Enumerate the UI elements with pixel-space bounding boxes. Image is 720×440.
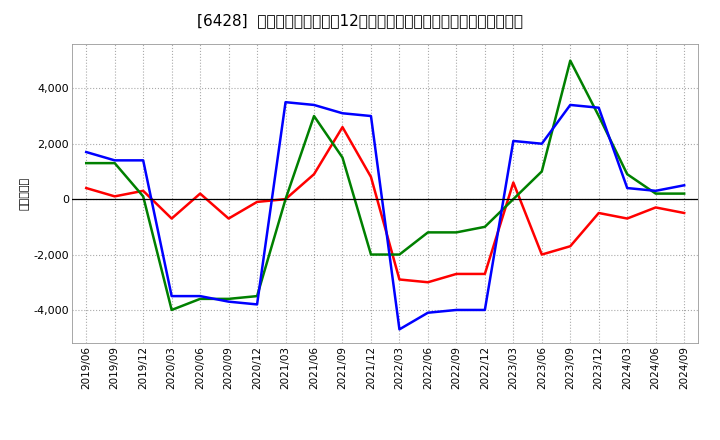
投資CF <box>282 197 290 202</box>
フリーCF <box>110 158 119 163</box>
営業CF <box>595 210 603 216</box>
Line: フリーCF: フリーCF <box>86 102 684 330</box>
営業CF <box>423 279 432 285</box>
投資CF <box>139 194 148 199</box>
Line: 投資CF: 投資CF <box>86 61 684 310</box>
営業CF <box>310 172 318 177</box>
フリーCF <box>338 110 347 116</box>
Y-axis label: （百万円）: （百万円） <box>19 177 30 210</box>
営業CF <box>452 271 461 277</box>
営業CF <box>652 205 660 210</box>
フリーCF <box>566 103 575 108</box>
営業CF <box>480 271 489 277</box>
営業CF <box>167 216 176 221</box>
営業CF <box>196 191 204 196</box>
フリーCF <box>452 307 461 312</box>
投資CF <box>537 169 546 174</box>
フリーCF <box>253 302 261 307</box>
営業CF <box>139 188 148 194</box>
フリーCF <box>480 307 489 312</box>
投資CF <box>196 296 204 301</box>
フリーCF <box>595 105 603 110</box>
フリーCF <box>196 293 204 299</box>
営業CF <box>623 216 631 221</box>
営業CF <box>566 244 575 249</box>
フリーCF <box>167 293 176 299</box>
投資CF <box>225 296 233 301</box>
営業CF <box>282 197 290 202</box>
営業CF <box>82 185 91 191</box>
フリーCF <box>680 183 688 188</box>
フリーCF <box>82 150 91 155</box>
営業CF <box>537 252 546 257</box>
投資CF <box>480 224 489 230</box>
投資CF <box>82 161 91 166</box>
投資CF <box>253 293 261 299</box>
フリーCF <box>282 99 290 105</box>
フリーCF <box>310 103 318 108</box>
フリーCF <box>423 310 432 315</box>
営業CF <box>366 174 375 180</box>
投資CF <box>167 307 176 312</box>
営業CF <box>253 199 261 205</box>
投資CF <box>652 191 660 196</box>
Text: [6428]  キャッシュフローの12か月移動合計の対前年同期増減額の推移: [6428] キャッシュフローの12か月移動合計の対前年同期増減額の推移 <box>197 13 523 28</box>
営業CF <box>110 194 119 199</box>
フリーCF <box>652 188 660 194</box>
フリーCF <box>395 327 404 332</box>
投資CF <box>623 172 631 177</box>
営業CF <box>395 277 404 282</box>
投資CF <box>452 230 461 235</box>
Line: 営業CF: 営業CF <box>86 127 684 282</box>
営業CF <box>225 216 233 221</box>
フリーCF <box>139 158 148 163</box>
営業CF <box>509 180 518 185</box>
投資CF <box>395 252 404 257</box>
フリーCF <box>509 138 518 143</box>
投資CF <box>423 230 432 235</box>
投資CF <box>595 114 603 119</box>
フリーCF <box>537 141 546 147</box>
投資CF <box>566 58 575 63</box>
投資CF <box>110 161 119 166</box>
フリーCF <box>225 299 233 304</box>
フリーCF <box>366 114 375 119</box>
投資CF <box>366 252 375 257</box>
投資CF <box>310 114 318 119</box>
投資CF <box>680 191 688 196</box>
フリーCF <box>623 185 631 191</box>
投資CF <box>338 155 347 160</box>
営業CF <box>338 125 347 130</box>
投資CF <box>509 197 518 202</box>
営業CF <box>680 210 688 216</box>
